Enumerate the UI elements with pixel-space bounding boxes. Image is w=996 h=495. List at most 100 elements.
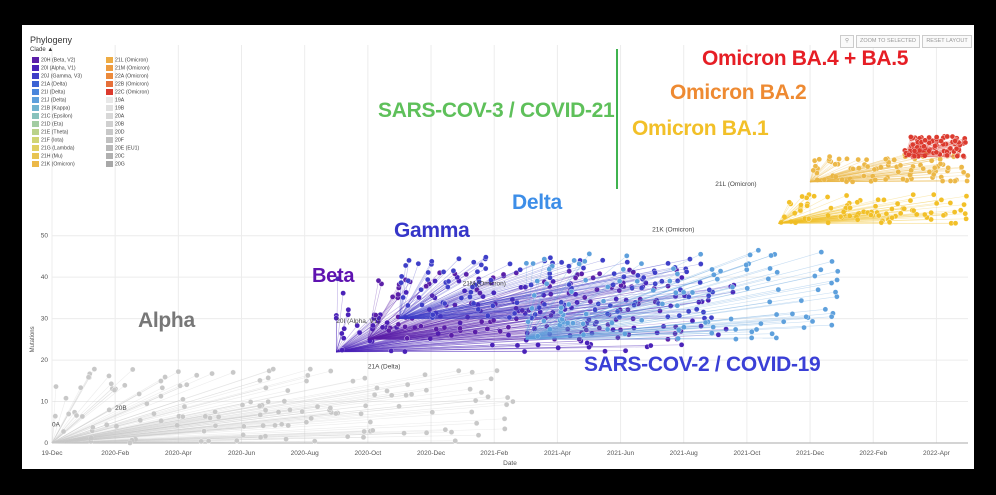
tip-point[interactable] xyxy=(129,366,136,373)
tip-point[interactable] xyxy=(278,421,285,428)
tip-point[interactable] xyxy=(952,220,959,227)
tip-point[interactable] xyxy=(183,381,190,388)
tip-point[interactable] xyxy=(836,156,842,162)
tip-point[interactable] xyxy=(483,254,489,260)
tip-point[interactable] xyxy=(395,314,401,320)
legend-item[interactable]: 20D xyxy=(106,129,125,135)
legend-item[interactable]: 20H (Beta, V2) xyxy=(32,57,75,63)
tip-point[interactable] xyxy=(891,157,898,163)
tip-point[interactable] xyxy=(398,273,405,280)
tip-point[interactable] xyxy=(540,292,547,298)
tip-point[interactable] xyxy=(743,262,750,268)
tip-point[interactable] xyxy=(832,289,839,295)
tip-point[interactable] xyxy=(962,139,969,146)
tip-point[interactable] xyxy=(386,327,392,334)
tip-point[interactable] xyxy=(514,299,520,306)
tip-point[interactable] xyxy=(774,269,780,276)
tip-point[interactable] xyxy=(650,287,657,294)
tip-point[interactable] xyxy=(162,374,168,380)
tip-point[interactable] xyxy=(693,306,700,313)
tip-point[interactable] xyxy=(791,210,798,217)
tip-point[interactable] xyxy=(610,326,616,333)
legend-item[interactable]: 20J (Gamma, V3) xyxy=(32,73,82,79)
tip-point[interactable] xyxy=(564,320,571,326)
tip-point[interactable] xyxy=(962,210,969,217)
tip-point[interactable] xyxy=(675,327,682,333)
tip-point[interactable] xyxy=(281,398,288,404)
tip-point[interactable] xyxy=(931,164,938,171)
tip-point[interactable] xyxy=(900,176,906,182)
tip-point[interactable] xyxy=(60,428,67,435)
tip-point[interactable] xyxy=(535,342,541,348)
tip-point[interactable] xyxy=(375,277,382,284)
tip-point[interactable] xyxy=(505,324,512,331)
tip-point[interactable] xyxy=(522,284,529,291)
legend-item[interactable]: 21D (Eta) xyxy=(32,121,63,127)
tip-point[interactable] xyxy=(832,173,839,180)
tip-point[interactable] xyxy=(151,410,157,417)
tip-point[interactable] xyxy=(534,333,541,339)
tip-point[interactable] xyxy=(234,437,240,444)
tip-point[interactable] xyxy=(940,212,947,219)
tip-point[interactable] xyxy=(272,422,278,429)
search-button[interactable]: ⚲ xyxy=(840,35,854,48)
tip-point[interactable] xyxy=(592,306,598,313)
legend-item[interactable]: 19B xyxy=(106,105,124,111)
tip-point[interactable] xyxy=(547,275,553,281)
tip-point[interactable] xyxy=(748,328,755,335)
tip-point[interactable] xyxy=(529,305,535,312)
tip-point[interactable] xyxy=(395,291,401,298)
tip-point[interactable] xyxy=(442,426,449,433)
tip-point[interactable] xyxy=(960,169,967,176)
tip-point[interactable] xyxy=(265,398,271,405)
tip-point[interactable] xyxy=(405,302,411,309)
tip-point[interactable] xyxy=(825,219,831,226)
tip-point[interactable] xyxy=(402,348,408,355)
tip-point[interactable] xyxy=(871,166,878,173)
tip-point[interactable] xyxy=(803,313,809,320)
tip-point[interactable] xyxy=(212,422,219,429)
tip-point[interactable] xyxy=(705,293,712,299)
tip-point[interactable] xyxy=(687,256,693,262)
tip-point[interactable] xyxy=(630,315,636,322)
tip-point[interactable] xyxy=(103,421,110,428)
tip-point[interactable] xyxy=(889,214,895,221)
tip-point[interactable] xyxy=(53,383,59,390)
tip-point[interactable] xyxy=(758,320,764,327)
tip-point[interactable] xyxy=(452,438,459,444)
tip-point[interactable] xyxy=(922,137,928,144)
tip-point[interactable] xyxy=(596,270,603,277)
tip-point[interactable] xyxy=(811,193,817,200)
tip-point[interactable] xyxy=(944,152,950,159)
tip-point[interactable] xyxy=(519,307,526,314)
tip-point[interactable] xyxy=(932,143,938,149)
tip-point[interactable] xyxy=(480,293,486,300)
tip-point[interactable] xyxy=(547,326,553,333)
tip-point[interactable] xyxy=(698,323,704,329)
tip-point[interactable] xyxy=(659,301,666,307)
tip-point[interactable] xyxy=(674,302,681,309)
tip-point[interactable] xyxy=(689,289,696,296)
tip-point[interactable] xyxy=(262,407,269,414)
tip-point[interactable] xyxy=(423,430,430,436)
legend-item[interactable]: 21B (Kappa) xyxy=(32,105,70,111)
tip-point[interactable] xyxy=(685,294,692,300)
tip-point[interactable] xyxy=(818,266,824,273)
tip-point[interactable] xyxy=(634,278,641,285)
legend-item[interactable]: 21I (Delta) xyxy=(32,89,65,95)
tip-point[interactable] xyxy=(675,335,681,342)
tip-point[interactable] xyxy=(367,338,373,344)
tip-point[interactable] xyxy=(440,269,447,275)
tip-point[interactable] xyxy=(303,378,310,384)
legend-item[interactable]: 20E (EU1) xyxy=(106,145,139,151)
tip-point[interactable] xyxy=(768,252,774,259)
tip-point[interactable] xyxy=(590,275,596,281)
tip-point[interactable] xyxy=(615,334,621,341)
tip-point[interactable] xyxy=(798,202,804,208)
tip-point[interactable] xyxy=(287,407,293,413)
legend-item[interactable]: 22A (Omicron) xyxy=(106,73,148,79)
tip-point[interactable] xyxy=(209,370,215,377)
legend-item[interactable]: 21F (Iota) xyxy=(32,137,64,143)
tip-point[interactable] xyxy=(445,278,452,285)
tip-point[interactable] xyxy=(907,197,914,204)
